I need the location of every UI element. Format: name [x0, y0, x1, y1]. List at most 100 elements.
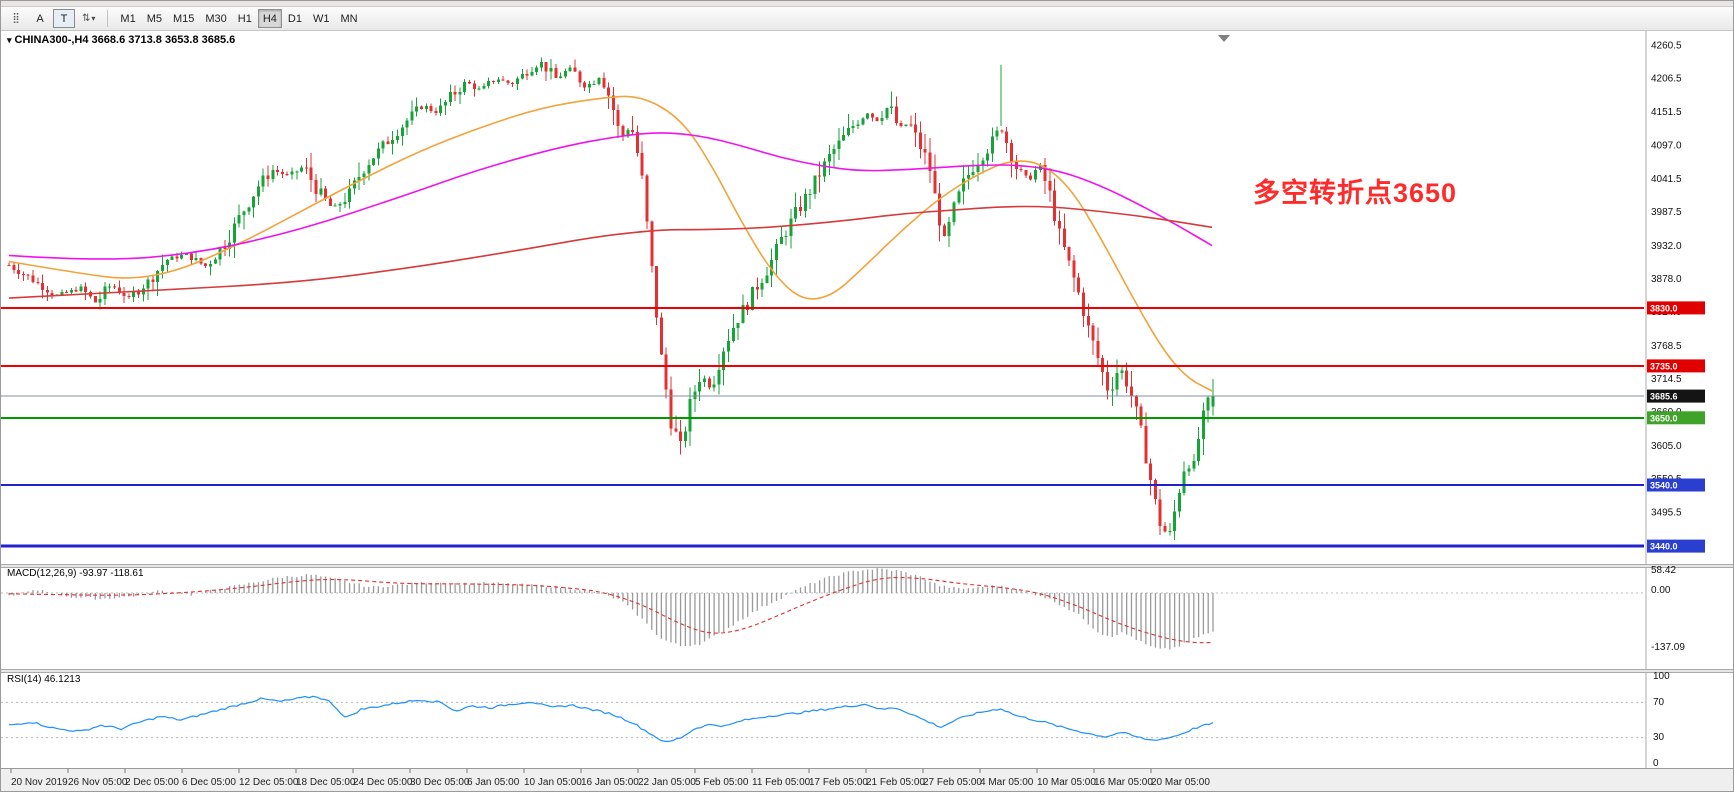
candle-body	[592, 83, 596, 85]
timeframe-M5-button[interactable]: M5	[142, 9, 167, 28]
toolbar: ⣿ A T ⇅ ▾ M1 M5 M15 M30 H1 H4 D1 W1 MN	[1, 7, 1733, 31]
symbol-cycle-button[interactable]: ⇅ ▾	[77, 9, 100, 28]
text-tool-button[interactable]: T	[53, 9, 75, 28]
candle-body	[635, 132, 639, 153]
candle-body	[496, 79, 500, 82]
candle-body	[280, 171, 284, 174]
candle-body	[664, 354, 668, 390]
time-label: 12 Dec 05:00	[239, 777, 299, 788]
grid-icon: ⣿	[12, 12, 20, 24]
candle-body	[607, 87, 611, 96]
price-badge-label: 3830.0	[1650, 303, 1678, 313]
candle-body	[137, 292, 140, 295]
candle-body	[108, 286, 112, 288]
candle-body	[1192, 461, 1196, 469]
candle-body	[276, 170, 280, 172]
candle-body	[1096, 340, 1100, 359]
timeframe-D1-button[interactable]: D1	[283, 9, 307, 28]
time-label: 20 Nov 2019	[11, 777, 68, 788]
candle-body	[765, 275, 769, 283]
candle-body	[472, 83, 476, 90]
candle-body	[1082, 292, 1085, 317]
candle-body	[688, 398, 692, 432]
price-badge	[1647, 359, 1705, 373]
chart-area[interactable]: 4260.5 4206.5 4151.5 4097.0 4041.5 3987.5 3932…	[1, 31, 1734, 792]
timeframe-M15-button[interactable]: M15	[168, 9, 199, 28]
candle-body	[808, 193, 812, 195]
ma-mid-line	[8, 132, 1213, 260]
candle-body	[520, 73, 524, 79]
candle-body	[357, 177, 361, 181]
candle-body	[477, 88, 481, 90]
candle-body	[1168, 530, 1172, 532]
candle-body	[84, 286, 88, 292]
candle-body	[751, 286, 754, 310]
candle-body	[161, 265, 164, 272]
timeframe-H4-button[interactable]: H4	[257, 9, 282, 28]
candle-body	[271, 170, 275, 179]
candle-body	[386, 141, 390, 144]
candle-body	[779, 237, 783, 244]
time-axis[interactable]: 20 Nov 2019 26 Nov 05:002 Dec 05:00 6 Dec …	[1, 768, 1734, 792]
price-tick-label: 3932.0	[1651, 241, 1682, 252]
timeframe-MN-button[interactable]: MN	[335, 9, 362, 28]
candle-body	[760, 282, 764, 290]
timeframe-H1-button[interactable]: H1	[233, 9, 257, 28]
candle-body	[127, 296, 131, 298]
candle-body	[1149, 463, 1153, 481]
time-label: 16 Mar 05:00	[1094, 777, 1153, 788]
candle-body	[1211, 396, 1215, 407]
candle-body	[410, 111, 414, 121]
candle-body	[256, 186, 260, 197]
price-axis[interactable]: 4260.5 4206.5 4151.5 4097.0 4041.5 3987.5 3932…	[1645, 31, 1705, 792]
candle-body	[813, 175, 817, 194]
price-badge-label: 3685.6	[1650, 392, 1678, 402]
candle-body	[79, 286, 83, 292]
price-tick-label: 4206.5	[1651, 74, 1682, 85]
candle-body	[568, 67, 572, 72]
candle-body	[923, 149, 927, 153]
candle-body	[1130, 386, 1133, 396]
candle-body	[175, 256, 179, 259]
candle-body	[640, 152, 644, 176]
candle-body	[376, 148, 380, 159]
chart-list-button[interactable]: ⣿	[5, 9, 27, 28]
time-label: 16 Jan 05:00	[581, 777, 639, 788]
candle-body	[324, 188, 328, 199]
candle-body	[837, 140, 841, 150]
candle-body	[252, 196, 256, 208]
time-label: 5 Feb 05:00	[695, 777, 749, 788]
chevron-down-icon: ▾	[91, 14, 96, 23]
price-levels	[1, 306, 1644, 548]
candle-body	[328, 198, 332, 206]
candle-body	[578, 71, 582, 83]
time-label: 4 Mar 05:00	[980, 777, 1034, 788]
cursor-tool-button[interactable]: A	[29, 9, 51, 28]
timeframe-M1-button[interactable]: M1	[115, 9, 140, 28]
macd-tick-label: -137.09	[1651, 642, 1685, 653]
candle-body	[933, 170, 937, 194]
time-label: 22 Jan 05:00	[638, 777, 696, 788]
time-label: 10 Mar 05:00	[1037, 777, 1096, 788]
chart-canvas[interactable]: 4260.5 4206.5 4151.5 4097.0 4041.5 3987.5 3932…	[1, 31, 1734, 792]
candle-body	[1067, 247, 1071, 261]
candle-body	[65, 291, 69, 293]
candle-body	[1177, 493, 1181, 512]
timeframe-M30-button[interactable]: M30	[200, 9, 231, 28]
candle-body	[938, 193, 942, 226]
macd-tick-label: 0.00	[1651, 585, 1671, 596]
candle-body	[501, 79, 505, 81]
timeframe-W1-button[interactable]: W1	[308, 9, 335, 28]
candle-body	[611, 95, 615, 111]
candle-body	[890, 106, 894, 108]
timeframe-group: M1 M5 M15 M30 H1 H4 D1 W1 MN	[115, 9, 362, 28]
candle-body	[559, 76, 563, 78]
candle-body	[415, 106, 419, 112]
candle-body	[602, 77, 606, 88]
candle-body	[1139, 406, 1143, 426]
candle-body	[1106, 371, 1109, 391]
candle-body	[194, 257, 198, 261]
candle-body	[942, 225, 946, 236]
candle-body	[1187, 468, 1191, 472]
